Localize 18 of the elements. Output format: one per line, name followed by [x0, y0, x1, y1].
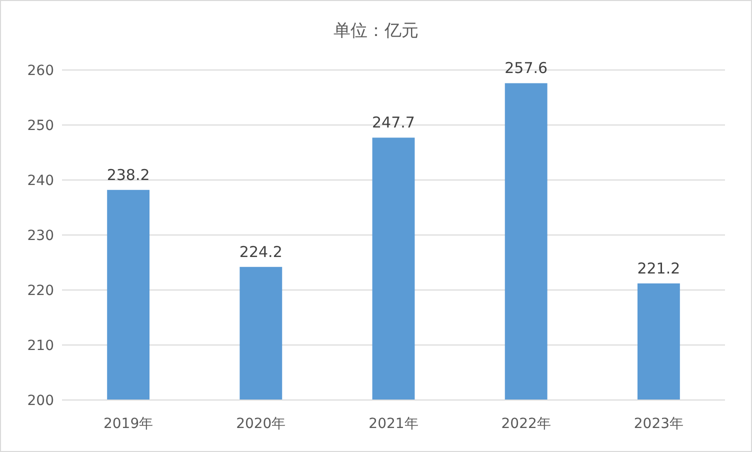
x-tick-label: 2023年 [634, 416, 684, 432]
x-tick-label: 2021年 [368, 416, 418, 432]
x-tick-label: 2019年 [103, 416, 154, 432]
data-label: 247.7 [372, 114, 415, 132]
y-tick-label: 230 [27, 228, 54, 244]
data-label: 238.2 [106, 166, 150, 184]
y-tick-label: 200 [27, 393, 54, 409]
y-tick-label: 240 [27, 173, 54, 189]
y-tick-label: 250 [27, 118, 54, 134]
chart-title: 单位：亿元 [334, 21, 418, 41]
y-tick-label: 210 [27, 338, 54, 354]
y-tick-label: 260 [27, 63, 54, 79]
x-tick-label: 2022年 [501, 416, 551, 432]
data-label: 221.2 [637, 259, 680, 278]
data-label: 257.6 [504, 59, 548, 78]
y-tick-label: 220 [27, 283, 54, 299]
x-tick-label: 2020年 [236, 416, 286, 432]
data-label: 224.2 [239, 242, 282, 261]
